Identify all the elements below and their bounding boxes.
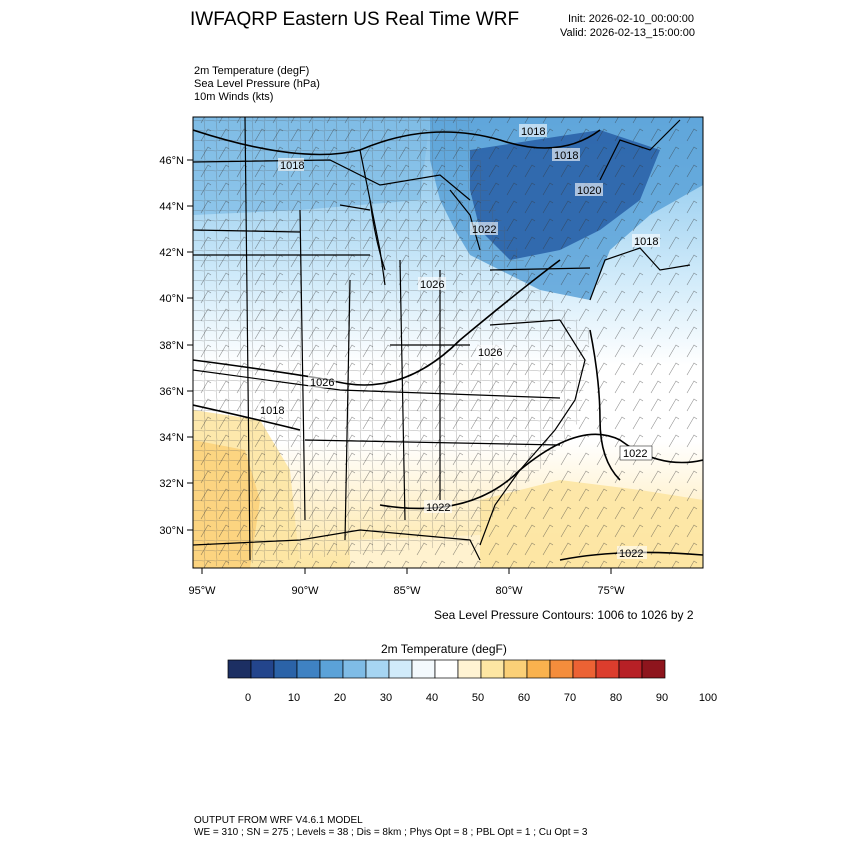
colorbar-swatch: [572, 659, 597, 679]
colorbar-tick-label: 90: [656, 692, 668, 704]
lat-tick-label: 38°N: [159, 340, 184, 352]
lon-tick-label: 90°W: [291, 585, 319, 597]
colorbar-tick-label: 40: [426, 692, 438, 704]
contour-info: Sea Level Pressure Contours: 1006 to 102…: [434, 608, 694, 622]
colorbar-swatch: [641, 659, 666, 679]
field-pressure: Sea Level Pressure (hPa): [194, 78, 320, 90]
colorbar-tick-label: 10: [288, 692, 300, 704]
lon-tick-label: 85°W: [393, 585, 421, 597]
isobar-label: 1022: [623, 448, 647, 460]
lat-tick-label: 40°N: [159, 293, 184, 305]
lat-tick-label: 30°N: [159, 525, 184, 537]
isobar-label: 1022: [472, 224, 496, 236]
lat-tick-label: 34°N: [159, 432, 184, 444]
colorbar-swatch: [480, 659, 505, 679]
colorbar-swatch: [595, 659, 620, 679]
colorbar-tick-label: 20: [334, 692, 346, 704]
lon-tick-label: 75°W: [597, 585, 625, 597]
isobar-label: 1026: [478, 347, 502, 359]
map-title: IWFAQRP Eastern US Real Time WRF: [190, 9, 520, 30]
colorbar-tick-label: 60: [518, 692, 530, 704]
latitude-axis: 46°N 44°N 42°N 40°N 38°N 36°N 34°N 32°N 30°N: [159, 155, 193, 537]
colorbar-swatch: [503, 659, 528, 679]
isobar-label: 1026: [310, 377, 334, 389]
field-temperature: 2m Temperature (degF): [194, 65, 310, 77]
colorbar-swatch: [250, 659, 275, 679]
lon-tick-label: 80°W: [495, 585, 523, 597]
lat-tick-label: 46°N: [159, 155, 184, 167]
isobar-label: 1026: [420, 279, 444, 291]
colorbar-swatch: [319, 659, 344, 679]
lat-tick-label: 32°N: [159, 478, 184, 490]
colorbar-tick-label: 30: [380, 692, 392, 704]
lat-tick-label: 44°N: [159, 201, 184, 213]
colorbar-tick-label: 80: [610, 692, 622, 704]
model-config: WE = 310 ; SN = 275 ; Levels = 38 ; Dis …: [194, 827, 588, 838]
init-time: Init: 2026-02-10_00:00:00: [568, 13, 694, 25]
isobar-label: 1018: [521, 126, 545, 138]
longitude-axis: 95°W 90°W 85°W 80°W 75°W: [188, 568, 625, 597]
lon-tick-label: 95°W: [188, 585, 216, 597]
colorbar-title: 2m Temperature (degF): [381, 642, 507, 656]
isobar-label: 1018: [634, 236, 658, 248]
isobar-labels: 1018 1018 1018 1022 1026 1026 1026 1020 …: [258, 124, 660, 560]
colorbar-swatch: [526, 659, 551, 679]
isobar-label: 1020: [577, 185, 601, 197]
colorbar-tick-label: 0: [245, 692, 251, 704]
colorbar-swatch: [365, 659, 390, 679]
isobar-label: 1022: [619, 548, 643, 560]
colorbar-swatch: [227, 659, 252, 679]
colorbar-tick-labels: 0 10 20 30 40 50 60 70 80 90 100: [245, 692, 717, 704]
temperature-colorbar: [227, 659, 666, 679]
colorbar-tick-label: 100: [699, 692, 717, 704]
lat-tick-label: 36°N: [159, 386, 184, 398]
valid-time: Valid: 2026-02-13_15:00:00: [560, 27, 695, 39]
field-winds: 10m Winds (kts): [194, 91, 274, 103]
plot-area: [193, 117, 703, 568]
colorbar-swatch: [296, 659, 321, 679]
colorbar-tick-label: 50: [472, 692, 484, 704]
isobar-label: 1018: [280, 160, 304, 172]
colorbar-swatch: [434, 659, 459, 679]
colorbar-tick-label: 70: [564, 692, 576, 704]
isobar-label: 1022: [426, 502, 450, 514]
colorbar-swatch: [388, 659, 413, 679]
isobar-label: 1018: [260, 405, 284, 417]
wind-barbs: [193, 117, 703, 568]
isobar-label: 1018: [554, 150, 578, 162]
lat-tick-label: 42°N: [159, 247, 184, 259]
colorbar-swatch: [457, 659, 482, 679]
model-info: OUTPUT FROM WRF V4.6.1 MODEL: [194, 815, 363, 826]
colorbar-swatch: [342, 659, 367, 679]
colorbar-swatch: [273, 659, 298, 679]
plot-frame: [192, 116, 704, 569]
colorbar-swatch: [549, 659, 574, 679]
colorbar-swatch: [411, 659, 436, 679]
colorbar-swatch: [618, 659, 643, 679]
